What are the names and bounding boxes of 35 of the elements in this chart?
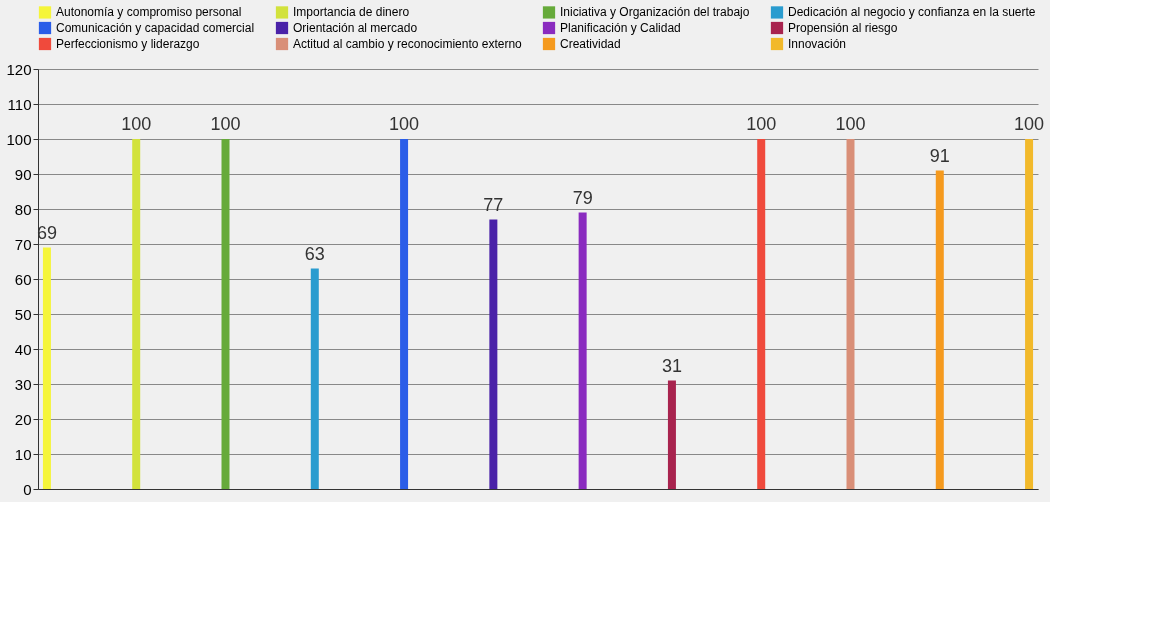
data-label: 91 [929, 145, 950, 166]
y-tick-label: 70 [14, 235, 32, 253]
legend-label: Creatividad [560, 37, 621, 51]
y-tick-label: 60 [14, 270, 32, 288]
legend-label: Importancia de dinero [293, 5, 410, 20]
legend-label: Propensión al riesgo [788, 21, 898, 35]
y-tick-label: 120 [6, 60, 32, 78]
y-tick-label: 80 [14, 200, 32, 218]
legend-label: Innovación [788, 37, 847, 51]
legend-label: Comunicación y capacidad comercial [56, 21, 255, 35]
legend-label: Autonomía y compromiso personal [56, 5, 242, 20]
y-tick-label: 30 [14, 375, 32, 393]
y-tick-label: 100 [6, 130, 32, 148]
data-label: 100 [121, 114, 152, 134]
y-tick-label: 10 [14, 445, 32, 463]
legend-label: Perfeccionismo y liderazgo [56, 37, 200, 51]
data-label: 31 [661, 355, 682, 376]
y-tick-label: 110 [7, 95, 32, 113]
data-label: 63 [304, 243, 325, 264]
legend-label: Actitud al cambio y reconocimiento externo [293, 37, 523, 51]
data-label: 100 [210, 114, 241, 134]
data-label: 100 [746, 114, 777, 134]
data-label: 100 [835, 114, 866, 134]
y-tick-label: 20 [14, 410, 32, 428]
legend-label: Dedicación al negocio y confianza en la suerte [788, 5, 1036, 20]
legend-label: Iniciativa y Organización del trabajo [560, 5, 750, 20]
legend-label: Planificación y Calidad [560, 21, 681, 35]
y-tick-label: 40 [14, 340, 32, 358]
y-tick-label: 50 [14, 305, 32, 323]
data-label: 100 [389, 114, 420, 134]
data-label: 79 [572, 187, 593, 208]
y-tick-label: 90 [14, 165, 32, 183]
data-label: 100 [1014, 114, 1045, 134]
legend-label: Orientación al mercado [293, 21, 418, 35]
y-tick-label: 0 [23, 480, 32, 498]
